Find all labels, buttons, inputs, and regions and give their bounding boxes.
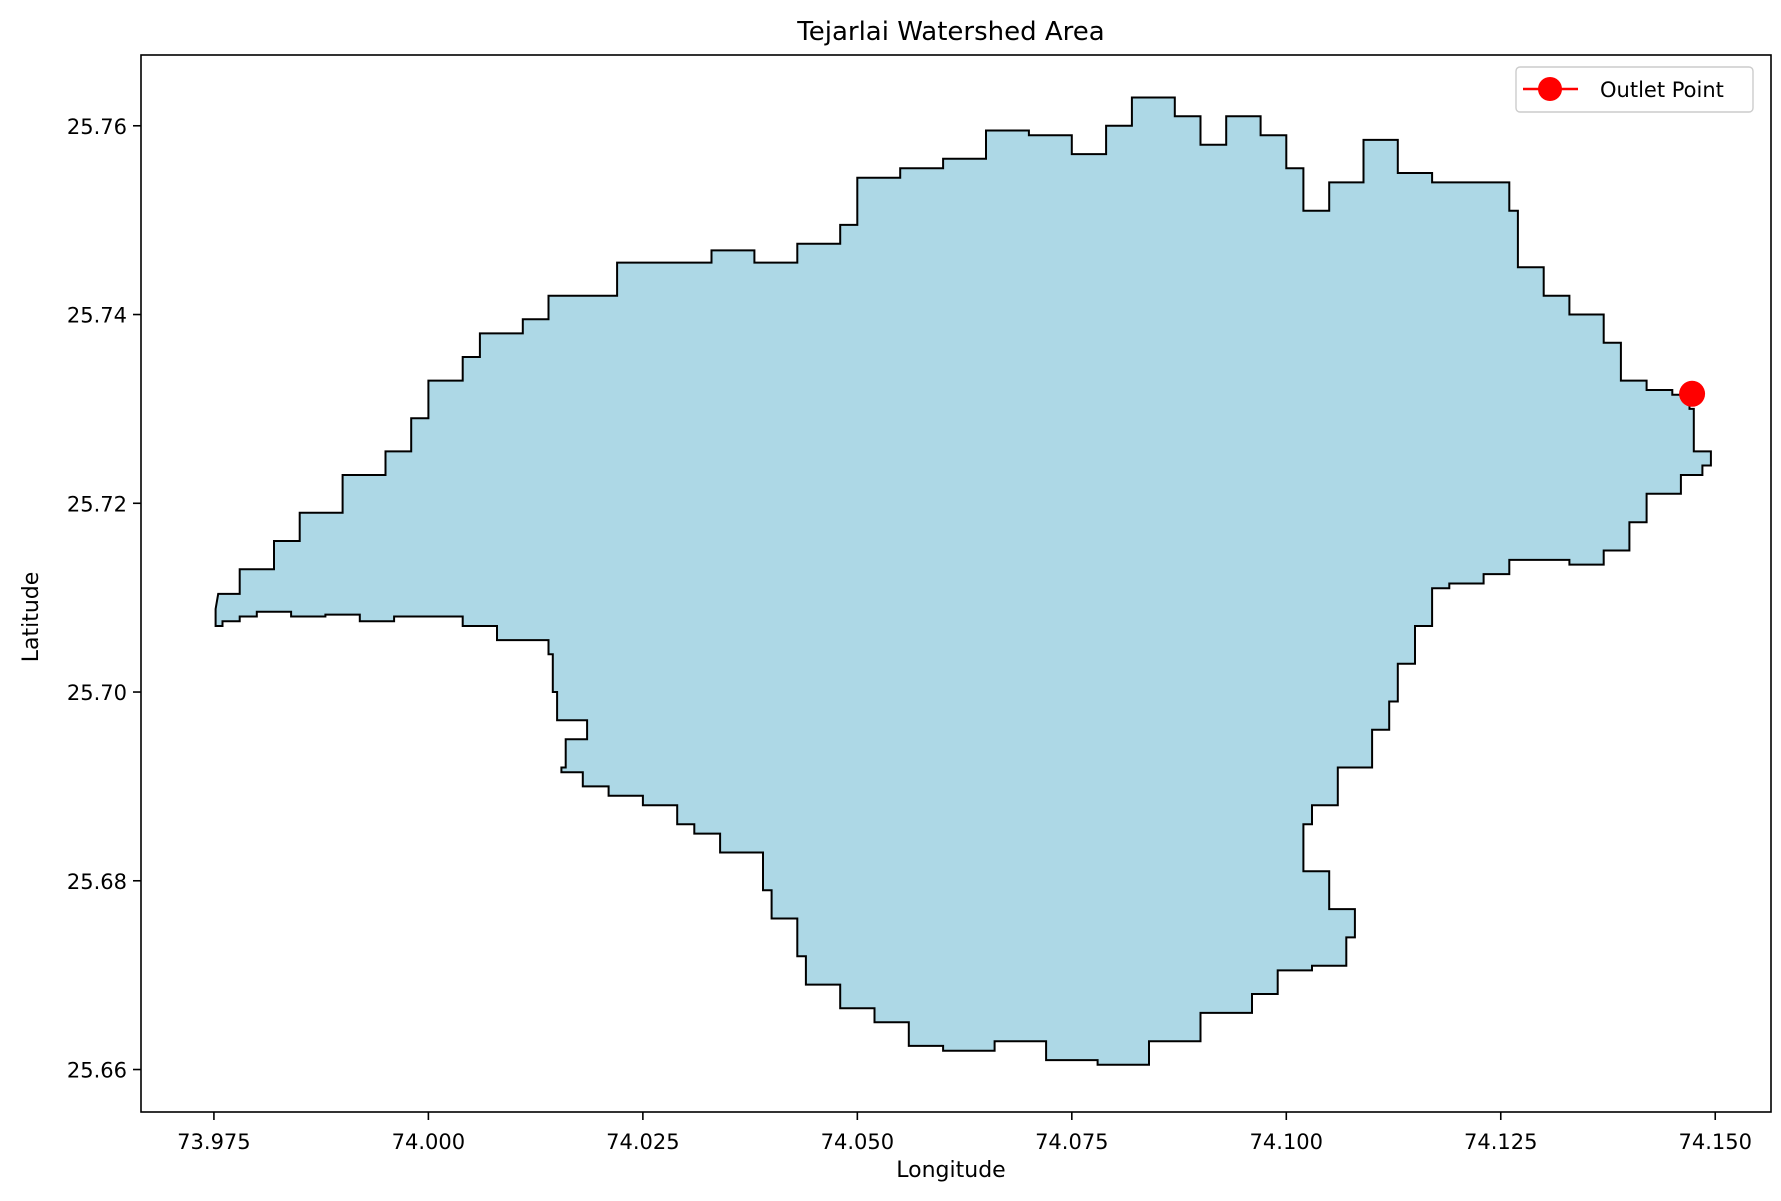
- x-tick-label: 74.125: [1464, 1130, 1537, 1154]
- legend-box: [1515, 66, 1754, 113]
- chart-title: Tejarlai Watershed Area: [796, 17, 1104, 47]
- x-tick-label: 74.000: [392, 1130, 465, 1154]
- y-tick-label: 25.72: [67, 492, 127, 516]
- x-axis-label: Longitude: [896, 1158, 1005, 1183]
- y-tick-label: 25.70: [67, 681, 127, 705]
- y-tick-label: 25.76: [67, 115, 127, 139]
- x-tick-label: 74.100: [1250, 1130, 1323, 1154]
- y-tick-label: 25.66: [67, 1059, 127, 1083]
- y-axis-label: Latitude: [19, 572, 44, 663]
- axes-frame: [140, 54, 1772, 1113]
- y-tick-label: 25.74: [67, 304, 127, 328]
- x-tick-label: 74.075: [1035, 1130, 1108, 1154]
- x-tick-label: 74.050: [821, 1130, 894, 1154]
- watershed-polygon: [214, 96, 1712, 1066]
- outlet-point-marker: [1679, 380, 1706, 407]
- x-tick-label: 74.025: [606, 1130, 679, 1154]
- x-axis: 73.975 74.000 74.025 74.050 74.075 74.100 74.1…: [177, 1112, 1752, 1154]
- legend-label: Outlet Point: [1600, 78, 1724, 102]
- plot-layer: [214, 96, 1712, 1066]
- legend: Outlet Point: [1515, 66, 1754, 113]
- x-tick-label: 74.150: [1678, 1130, 1751, 1154]
- y-tick-label: 25.68: [67, 870, 127, 894]
- legend-marker-icon: [1538, 77, 1562, 101]
- y-axis: 25.66 25.68 25.70 25.72 25.74 25.76: [67, 115, 141, 1083]
- x-tick-label: 73.975: [177, 1130, 250, 1154]
